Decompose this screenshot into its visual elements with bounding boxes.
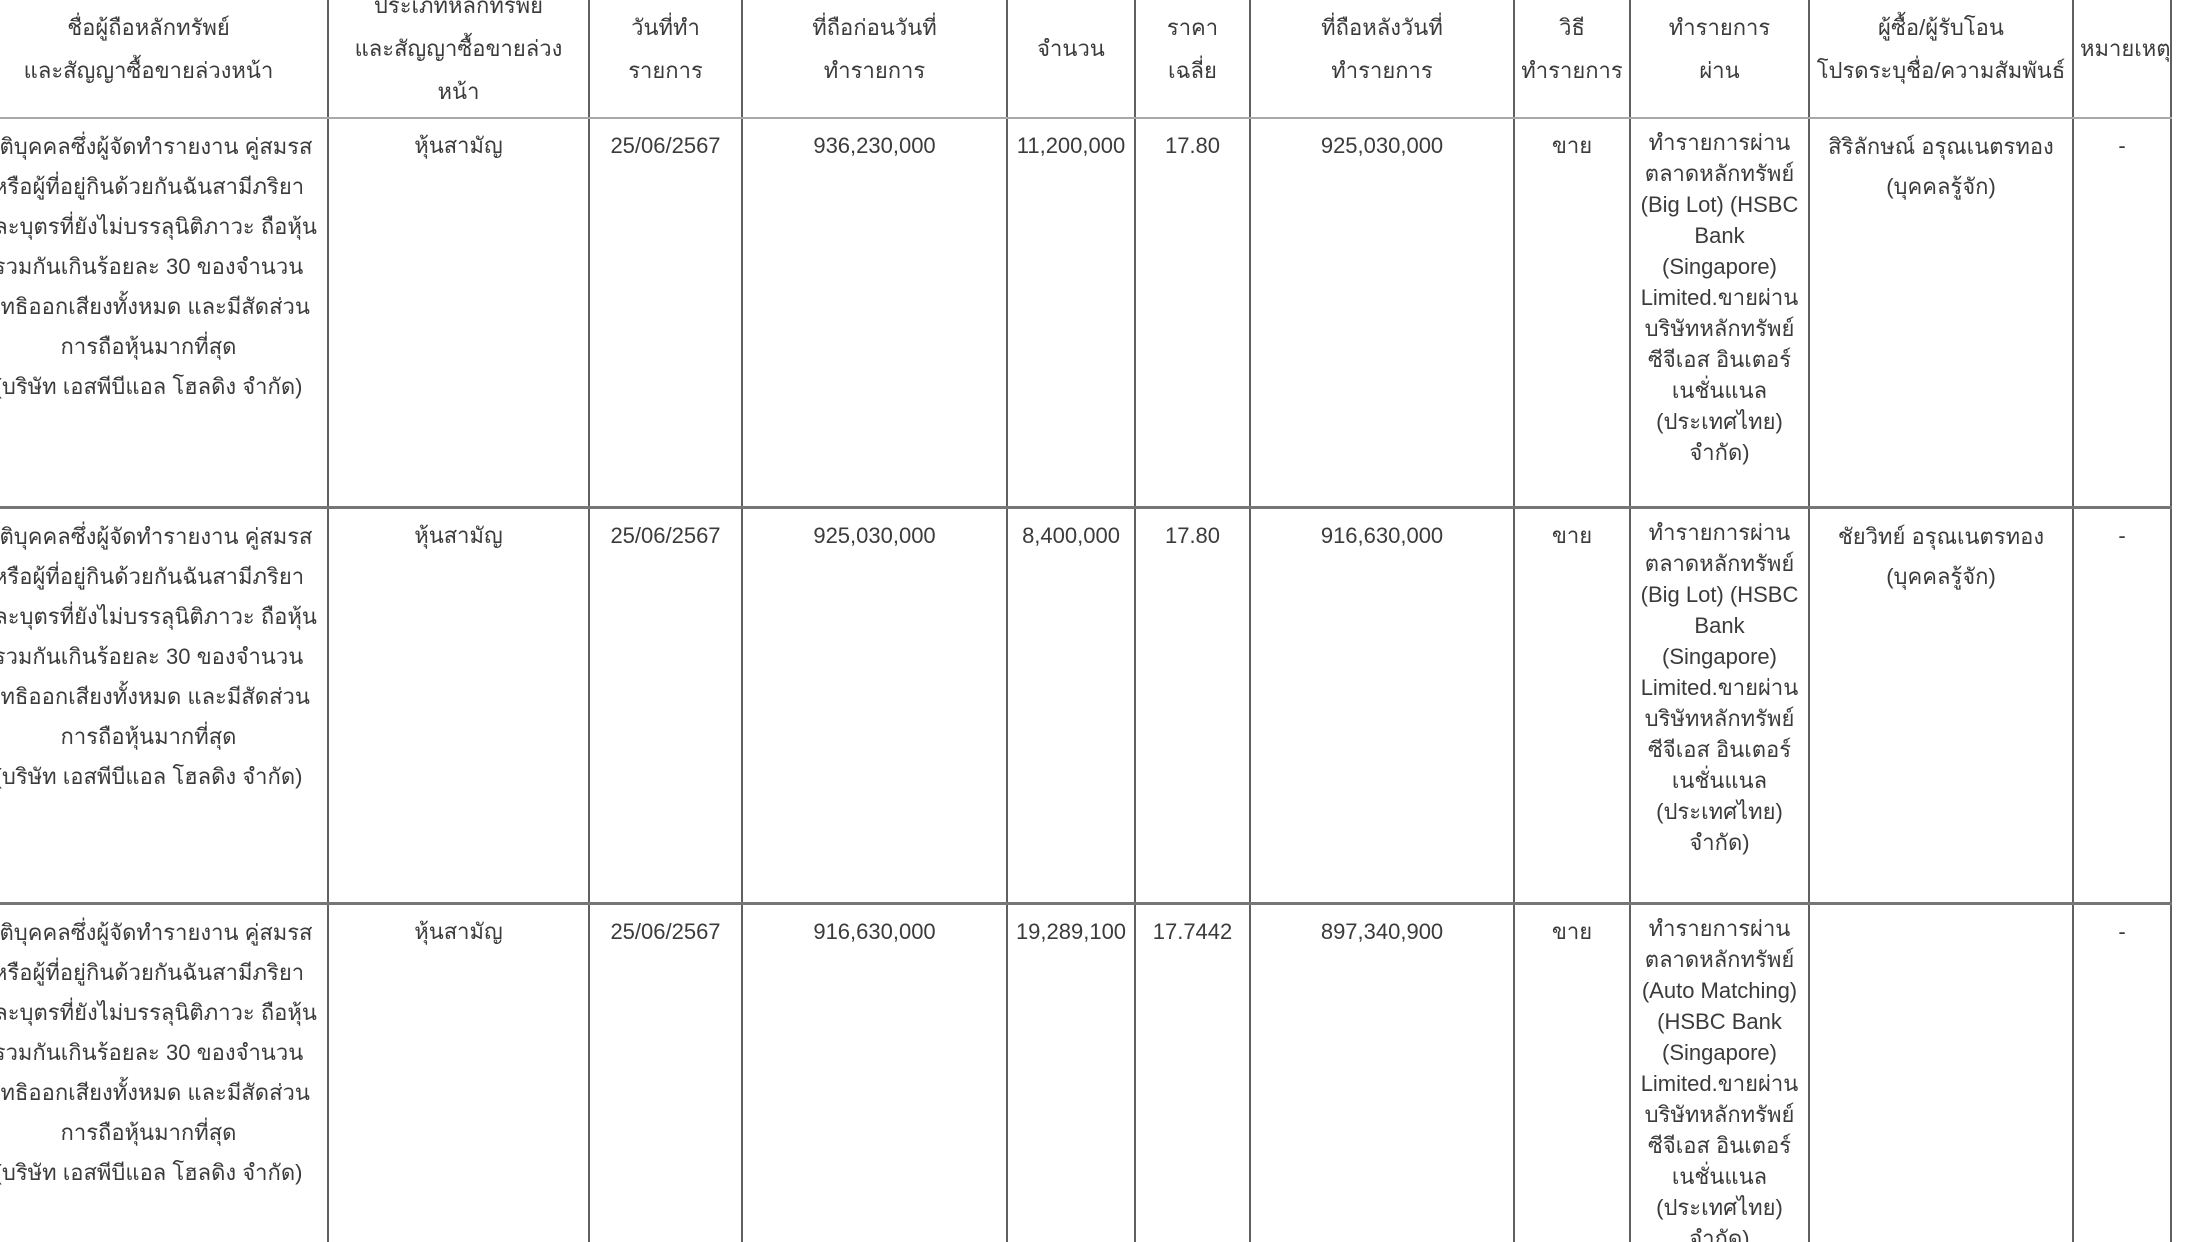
header-held-after: ที่ถือหลังวันที่ ทำรายการ bbox=[1250, 0, 1515, 119]
cell-held-before: 916,630,000 bbox=[742, 903, 1008, 1242]
cell-amount: 11,200,000 bbox=[1007, 118, 1136, 509]
header-buyer: ผู้ซื้อ/ผู้รับโอน โปรดระบุชื่อ/ความสัมพั… bbox=[1809, 0, 2074, 119]
cell-holder: นิติบุคคลซึ่งผู้จัดทำรายงาน คู่สมรส หรือ… bbox=[0, 507, 329, 905]
cell-held-after: 897,340,900 bbox=[1250, 903, 1515, 1242]
cell-holder: นิติบุคคลซึ่งผู้จัดทำรายงาน คู่สมรส หรือ… bbox=[0, 118, 329, 509]
cell-amount: 8,400,000 bbox=[1007, 507, 1136, 905]
cell-remark: - bbox=[2073, 118, 2172, 509]
cell-avg-price: 17.80 bbox=[1135, 118, 1251, 509]
cell-avg-price: 17.80 bbox=[1135, 507, 1251, 905]
header-avg-price: ราคา เฉลี่ย bbox=[1135, 0, 1251, 119]
cell-method: ขาย bbox=[1514, 903, 1631, 1242]
cell-date: 25/06/2567 bbox=[589, 118, 743, 509]
header-holder: ชื่อผู้ถือหลักทรัพย์ และสัญญาซื้อขายล่วง… bbox=[0, 0, 329, 119]
cell-held-before: 925,030,000 bbox=[742, 507, 1008, 905]
header-type: ประเภทหลักทรัพย์ และสัญญาซื้อขายล่วงหน้า bbox=[328, 0, 590, 119]
table-row: นิติบุคคลซึ่งผู้จัดทำรายงาน คู่สมรส หรือ… bbox=[0, 903, 2172, 1242]
header-remark: หมายเหตุ bbox=[2073, 0, 2172, 119]
cell-holder: นิติบุคคลซึ่งผู้จัดทำรายงาน คู่สมรส หรือ… bbox=[0, 903, 329, 1242]
header-held-before: ที่ถือก่อนวันที่ ทำรายการ bbox=[742, 0, 1008, 119]
cell-remark: - bbox=[2073, 507, 2172, 905]
cell-through: ทำรายการผ่านตลาดหลักทรัพย์ (Auto Matchin… bbox=[1630, 903, 1810, 1242]
cell-buyer: ชัยวิทย์ อรุณเนตรทอง (บุคคลรู้จัก) bbox=[1809, 507, 2074, 905]
cell-through: ทำรายการผ่านตลาดหลักทรัพย์ (Big Lot) (HS… bbox=[1630, 118, 1810, 509]
cell-type: หุ้นสามัญ bbox=[328, 118, 590, 509]
header-through: ทำรายการ ผ่าน bbox=[1630, 0, 1810, 119]
header-date: วันที่ทำรายการ bbox=[589, 0, 743, 119]
table-header-row: ชื่อผู้ถือหลักทรัพย์ และสัญญาซื้อขายล่วง… bbox=[0, 0, 2172, 119]
cell-type: หุ้นสามัญ bbox=[328, 903, 590, 1242]
cell-through: ทำรายการผ่านตลาดหลักทรัพย์ (Big Lot) (HS… bbox=[1630, 507, 1810, 905]
cell-remark: - bbox=[2073, 903, 2172, 1242]
cell-held-before: 936,230,000 bbox=[742, 118, 1008, 509]
cell-buyer: สิริลักษณ์ อรุณเนตรทอง (บุคคลรู้จัก) bbox=[1809, 118, 2074, 509]
cell-amount: 19,289,100 bbox=[1007, 903, 1136, 1242]
cell-method: ขาย bbox=[1514, 507, 1631, 905]
cell-held-after: 916,630,000 bbox=[1250, 507, 1515, 905]
cell-method: ขาย bbox=[1514, 118, 1631, 509]
cell-date: 25/06/2567 bbox=[589, 903, 743, 1242]
cell-buyer bbox=[1809, 903, 2074, 1242]
table-row: นิติบุคคลซึ่งผู้จัดทำรายงาน คู่สมรส หรือ… bbox=[0, 118, 2172, 509]
header-method: วิธี ทำรายการ bbox=[1514, 0, 1631, 119]
cell-held-after: 925,030,000 bbox=[1250, 118, 1515, 509]
table-row: นิติบุคคลซึ่งผู้จัดทำรายงาน คู่สมรส หรือ… bbox=[0, 507, 2172, 905]
cell-type: หุ้นสามัญ bbox=[328, 507, 590, 905]
header-amount: จำนวน bbox=[1007, 0, 1136, 119]
cell-avg-price: 17.7442 bbox=[1135, 903, 1251, 1242]
cell-date: 25/06/2567 bbox=[589, 507, 743, 905]
